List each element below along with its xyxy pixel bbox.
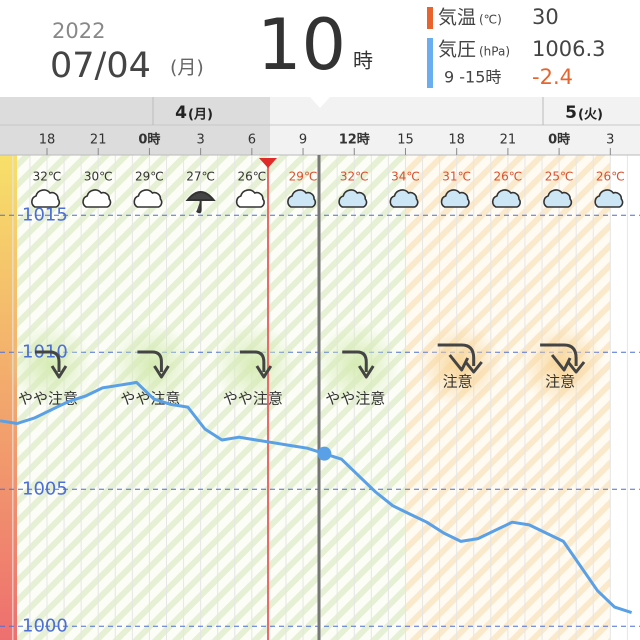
warning-label: 注意 <box>545 373 575 391</box>
temperature: 29℃ <box>289 170 318 184</box>
warning-arrow <box>342 350 375 379</box>
warning-label: やや注意 <box>325 390 385 408</box>
hour-label: 21 <box>90 133 107 148</box>
hour-label: 6 <box>248 133 256 148</box>
hour-label: 18 <box>448 133 465 148</box>
temperature: 26℃ <box>596 170 625 184</box>
hour-label: 15 <box>397 133 414 148</box>
hour-label: 0時 <box>548 132 570 148</box>
temperature: 30℃ <box>84 170 113 184</box>
temperature: 25℃ <box>545 170 574 184</box>
temperature: 34℃ <box>391 170 420 184</box>
warning-label: 注意 <box>443 373 473 391</box>
cloud-icon <box>594 189 624 208</box>
year: 2022 <box>52 19 105 43</box>
warning-glow <box>417 323 502 407</box>
hour-unit: 時 <box>353 49 373 73</box>
warning-glow <box>212 323 297 407</box>
hour-label: 3 <box>196 133 204 148</box>
day-number: 5 <box>565 103 577 123</box>
warning-glow <box>110 323 195 407</box>
temperature: 27℃ <box>186 170 215 184</box>
cloud-icon <box>133 189 163 208</box>
warning-arrow <box>239 350 273 379</box>
temp-bar <box>427 7 433 29</box>
cloud-icon <box>440 189 470 208</box>
cloud-icon <box>235 189 265 208</box>
temperature: 26℃ <box>494 170 523 184</box>
cloud-icon <box>389 189 419 208</box>
past-strip <box>0 155 17 640</box>
pressure-value: 1006.3 <box>532 37 605 61</box>
day-weekday: (火) <box>578 108 603 123</box>
temperature: 32℃ <box>340 170 369 184</box>
warning-glow <box>520 323 605 407</box>
cloud-icon <box>491 189 521 208</box>
pressure-unit: (hPa) <box>479 45 510 59</box>
cloud-icon <box>287 189 317 208</box>
now-marker <box>259 158 277 168</box>
cloud-icon <box>31 189 61 208</box>
hour-label: 12時 <box>339 132 370 148</box>
temp-value: 30 <box>532 5 559 29</box>
warning-glow <box>8 323 92 407</box>
warning-arrow <box>540 343 586 374</box>
timeline-past <box>0 97 270 155</box>
change-value: -2.4 <box>532 65 573 89</box>
y-tick-label: 1005 <box>22 478 68 499</box>
plain-zone <box>610 155 640 640</box>
warning-arrow <box>35 350 68 379</box>
warning-label: やや注意 <box>223 390 283 408</box>
date: 07/04 <box>50 46 151 86</box>
hour-label: 0時 <box>138 132 160 148</box>
temperature: 29℃ <box>135 170 164 184</box>
day-weekday: (月) <box>188 108 213 123</box>
header-bg <box>0 0 640 97</box>
y-tick-label: 1000 <box>22 615 68 636</box>
temperature: 31℃ <box>442 170 471 184</box>
y-tick-label: 1015 <box>22 204 68 225</box>
warning-arrow <box>437 343 483 374</box>
temp-unit: (℃) <box>479 13 502 27</box>
pressure-bar <box>427 38 433 88</box>
pressure-label: 気圧 <box>438 39 476 61</box>
warning-arrow <box>137 350 170 379</box>
selected-point <box>317 446 332 461</box>
temperature: 26℃ <box>237 170 266 184</box>
selector-notch <box>310 97 330 108</box>
warning-label: やや注意 <box>18 390 78 408</box>
day-number: 4 <box>175 103 187 123</box>
hour-label: 21 <box>500 133 517 148</box>
cloud-icon <box>82 189 112 208</box>
weekday: (月) <box>170 57 204 79</box>
warning-glow <box>315 323 400 407</box>
hour-label: 3 <box>606 133 614 148</box>
temperature: 32℃ <box>33 170 62 184</box>
hour-label: 18 <box>39 133 56 148</box>
hour: 10 <box>257 4 346 86</box>
pressure-line <box>0 380 633 615</box>
cloud-icon <box>543 189 573 208</box>
change-range: 9 -15時 <box>444 68 501 87</box>
cloud-icon <box>338 189 368 208</box>
umbrella-icon <box>185 191 216 214</box>
temp-label: 気温 <box>438 7 476 29</box>
timeline-future <box>270 97 640 155</box>
hour-label: 9 <box>299 133 307 148</box>
